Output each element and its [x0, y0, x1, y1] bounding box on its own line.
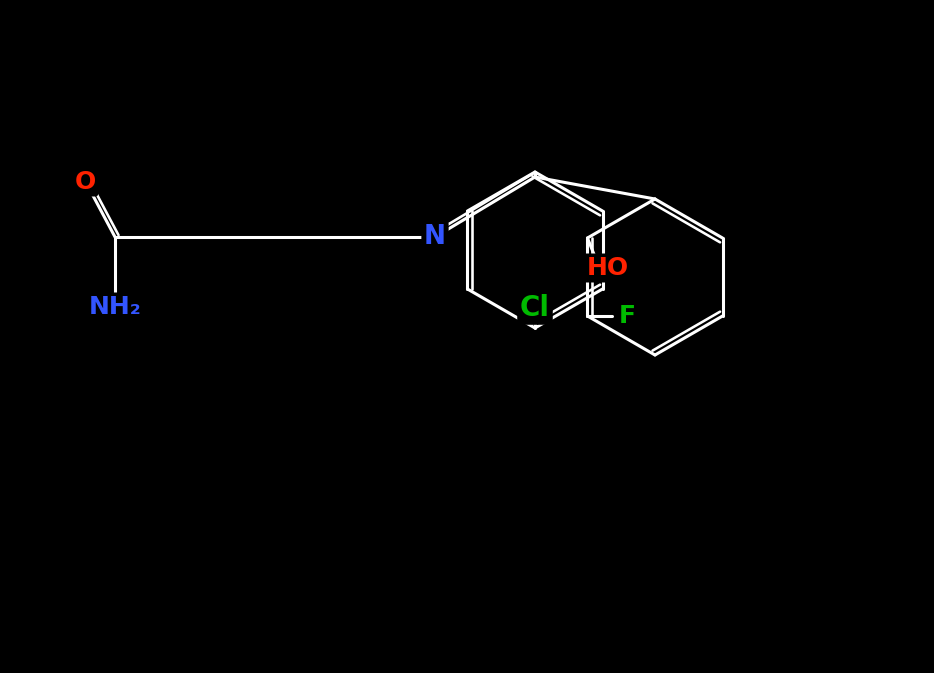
Text: Cl: Cl — [520, 294, 550, 322]
Text: HO: HO — [587, 256, 629, 280]
Text: NH₂: NH₂ — [89, 295, 141, 319]
Text: O: O — [75, 170, 95, 194]
Text: F: F — [619, 304, 636, 328]
Text: N: N — [424, 224, 446, 250]
